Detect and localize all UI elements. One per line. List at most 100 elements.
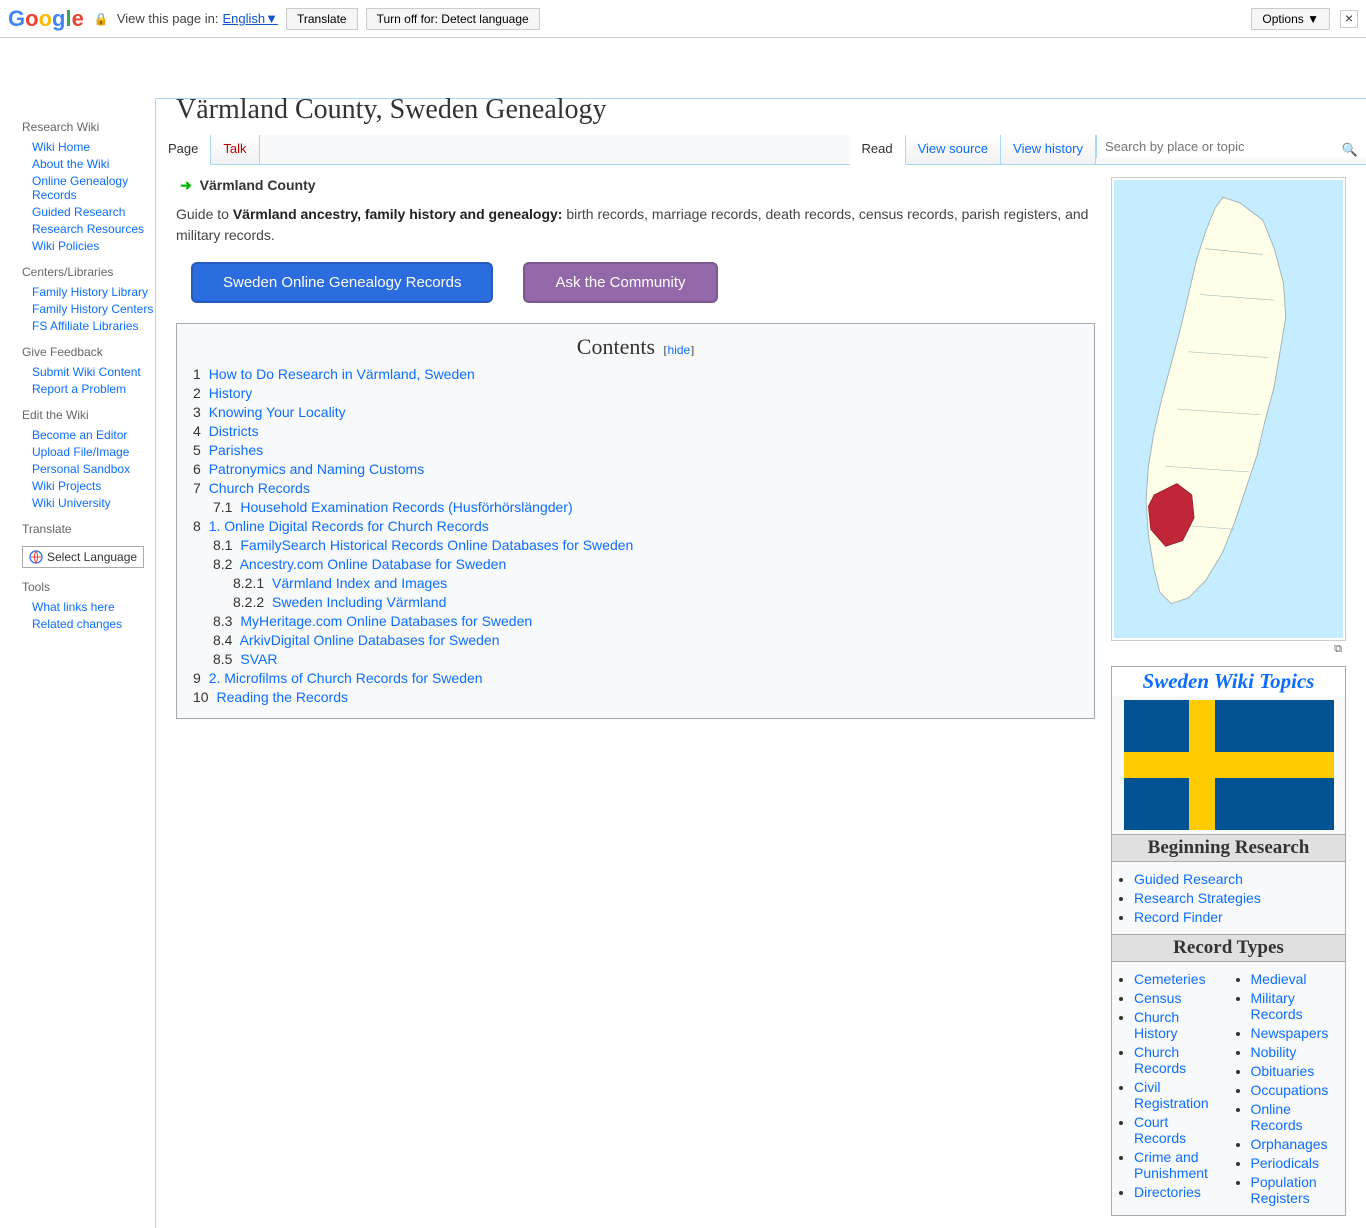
- nav-link[interactable]: About the Wiki: [32, 157, 109, 171]
- toc-link[interactable]: Reading the Records: [216, 689, 348, 705]
- toc-link[interactable]: 2. Microfilms of Church Records for Swed…: [209, 670, 483, 686]
- toc-item: 7.1 Household Examination Records (Husfö…: [193, 499, 1078, 515]
- close-icon[interactable]: ×: [1340, 10, 1358, 28]
- toc-item: 8.5 SVAR: [193, 651, 1078, 667]
- toc-link[interactable]: 1. Online Digital Records for Church Rec…: [209, 518, 489, 534]
- topic-link[interactable]: Record Finder: [1134, 909, 1223, 925]
- toc-link[interactable]: Church Records: [209, 480, 310, 496]
- topic-link[interactable]: Online Records: [1251, 1101, 1303, 1133]
- topic-link[interactable]: Court Records: [1134, 1114, 1186, 1146]
- topic-link[interactable]: Population Registers: [1251, 1174, 1317, 1206]
- nav-link[interactable]: Family History Library: [32, 285, 148, 299]
- topic-link[interactable]: Periodicals: [1251, 1155, 1319, 1171]
- toc-link[interactable]: FamilySearch Historical Records Online D…: [240, 537, 633, 553]
- enlarge-icon[interactable]: ⧉: [1111, 643, 1346, 656]
- nav-link[interactable]: What links here: [32, 600, 115, 614]
- topic-link[interactable]: Research Strategies: [1134, 890, 1261, 906]
- topic-link[interactable]: Church Records: [1134, 1044, 1186, 1076]
- nav-link[interactable]: Research Resources: [32, 222, 144, 236]
- topic-link[interactable]: Church History: [1134, 1009, 1179, 1041]
- search-input[interactable]: [1096, 135, 1366, 158]
- toc-item: 8.2 Ancestry.com Online Database for Swe…: [193, 556, 1078, 572]
- toc-link[interactable]: Patronymics and Naming Customs: [209, 461, 425, 477]
- nav-link[interactable]: Report a Problem: [32, 382, 126, 396]
- toc-item: 7 Church Records: [193, 480, 1078, 496]
- toc-item: 6 Patronymics and Naming Customs: [193, 461, 1078, 477]
- toc-item: 5 Parishes: [193, 442, 1078, 458]
- topic-link[interactable]: Guided Research: [1134, 871, 1243, 887]
- sweden-flag[interactable]: [1124, 700, 1334, 830]
- nav-heading: Translate: [22, 522, 155, 536]
- translate-bar: Google 🔒 View this page in: English▼ Tra…: [0, 0, 1366, 38]
- nav-link[interactable]: FS Affiliate Libraries: [32, 319, 139, 333]
- toc-link[interactable]: Värmland Index and Images: [272, 575, 447, 591]
- toc-link[interactable]: How to Do Research in Värmland, Sweden: [209, 366, 475, 382]
- topic-link[interactable]: Census: [1134, 990, 1181, 1006]
- toc-item: 1 How to Do Research in Värmland, Sweden: [193, 366, 1078, 382]
- toc-link[interactable]: Sweden Including Värmland: [272, 594, 446, 610]
- toc-item: 8.2.1 Värmland Index and Images: [193, 575, 1078, 591]
- toc-link[interactable]: SVAR: [240, 651, 277, 667]
- nav-link[interactable]: Online Genealogy Records: [32, 174, 128, 202]
- toc-link[interactable]: Knowing Your Locality: [209, 404, 346, 420]
- toc-item: 8.2.2 Sweden Including Värmland: [193, 594, 1078, 610]
- nav-link[interactable]: Wiki Home: [32, 140, 90, 154]
- nav-link[interactable]: Guided Research: [32, 205, 125, 219]
- topic-link[interactable]: Medieval: [1251, 971, 1307, 987]
- nav-link[interactable]: Wiki University: [32, 496, 111, 510]
- topic-link[interactable]: Military Records: [1251, 990, 1303, 1022]
- topic-link[interactable]: Obituaries: [1251, 1063, 1315, 1079]
- topic-link[interactable]: Occupations: [1251, 1082, 1329, 1098]
- tab-page[interactable]: Page: [156, 135, 211, 165]
- options-button[interactable]: Options ▼: [1251, 8, 1330, 30]
- toc-link[interactable]: Ancestry.com Online Database for Sweden: [240, 556, 507, 572]
- toc-link[interactable]: Household Examination Records (Husförhör…: [240, 499, 572, 515]
- toc-hide-link[interactable]: hide: [668, 343, 691, 357]
- search-icon[interactable]: 🔍: [1342, 142, 1358, 158]
- map-thumbnail[interactable]: [1111, 177, 1346, 641]
- toc-link[interactable]: Districts: [209, 423, 259, 439]
- turnoff-button[interactable]: Turn off for: Detect language: [366, 8, 540, 30]
- topic-link[interactable]: Nobility: [1251, 1044, 1297, 1060]
- topic-link[interactable]: Orphanages: [1251, 1136, 1328, 1152]
- toc-link[interactable]: History: [209, 385, 253, 401]
- ask-community-button[interactable]: Ask the Community: [523, 262, 717, 303]
- translate-button[interactable]: Translate: [286, 8, 358, 30]
- nav-link[interactable]: Wiki Projects: [32, 479, 101, 493]
- nav-link[interactable]: Related changes: [32, 617, 122, 631]
- nav-link[interactable]: Upload File/Image: [32, 445, 129, 459]
- tab-read[interactable]: Read: [850, 135, 906, 165]
- topic-link[interactable]: Civil Registration: [1134, 1079, 1209, 1111]
- section-beginning: Beginning Research: [1112, 834, 1345, 862]
- toc-link[interactable]: ArkivDigital Online Databases for Sweden: [240, 632, 500, 648]
- search-wrap: 🔍: [1096, 135, 1366, 164]
- main-area: Värmland County, Sweden Genealogy PageTa…: [155, 98, 1366, 1228]
- online-records-button[interactable]: Sweden Online Genealogy Records: [191, 262, 493, 303]
- nav-link[interactable]: Submit Wiki Content: [32, 365, 141, 379]
- nav-heading: Give Feedback: [22, 345, 155, 359]
- language-select[interactable]: English▼: [222, 11, 278, 26]
- intro-text: Guide to Värmland ancestry, family histo…: [176, 204, 1095, 246]
- topic-link[interactable]: Crime and Punishment: [1134, 1149, 1208, 1181]
- breadcrumb-current: Värmland County: [200, 177, 316, 193]
- select-language-button[interactable]: Select Language: [22, 546, 144, 568]
- toc-link[interactable]: MyHeritage.com Online Databases for Swed…: [240, 613, 532, 629]
- nav-link[interactable]: Family History Centers: [32, 302, 153, 316]
- nav-link[interactable]: Personal Sandbox: [32, 462, 130, 476]
- toc-item: 8.1 FamilySearch Historical Records Onli…: [193, 537, 1078, 553]
- google-logo: Google: [8, 6, 84, 32]
- toc: Contents [hide] 1 How to Do Research in …: [176, 323, 1095, 719]
- nav-link[interactable]: Wiki Policies: [32, 239, 99, 253]
- topic-link[interactable]: Newspapers: [1251, 1025, 1329, 1041]
- toc-item: 8.3 MyHeritage.com Online Databases for …: [193, 613, 1078, 629]
- nav-heading: Research Wiki: [22, 120, 155, 134]
- topic-link[interactable]: Directories: [1134, 1184, 1201, 1200]
- toc-title: Contents [hide]: [193, 334, 1078, 360]
- breadcrumb: ➜ Värmland County: [176, 177, 1095, 194]
- tab-talk[interactable]: Talk: [211, 135, 259, 164]
- nav-link[interactable]: Become an Editor: [32, 428, 127, 442]
- toc-link[interactable]: Parishes: [209, 442, 263, 458]
- tab-view-history[interactable]: View history: [1001, 135, 1096, 164]
- topic-link[interactable]: Cemeteries: [1134, 971, 1206, 987]
- tab-view-source[interactable]: View source: [906, 135, 1002, 164]
